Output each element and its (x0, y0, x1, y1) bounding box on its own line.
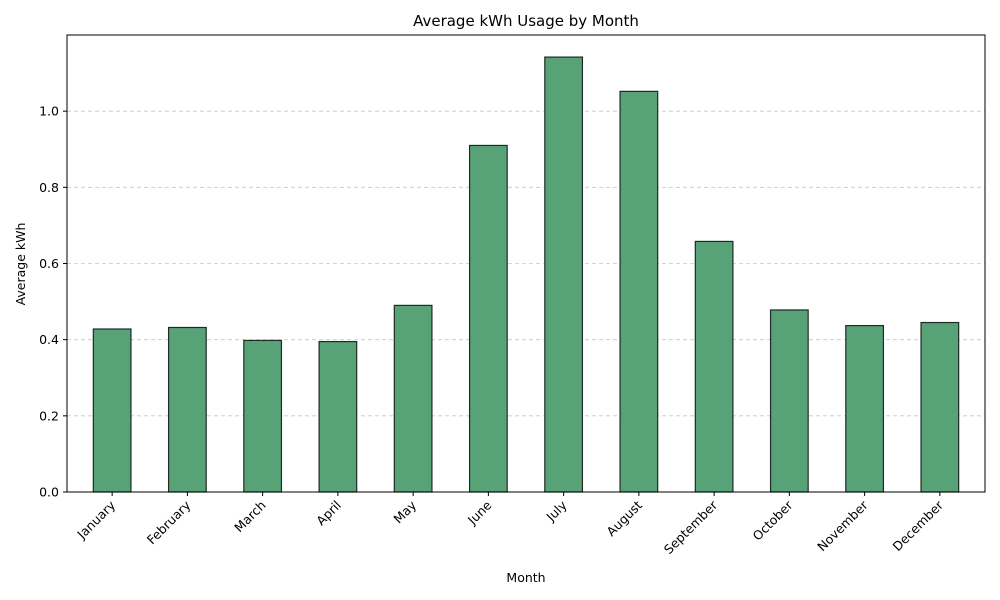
y-tick-label: 0.2 (39, 408, 59, 423)
x-tick-label-january: January (73, 497, 118, 542)
bar-april (319, 342, 357, 492)
x-tick-label-june: June (464, 497, 495, 528)
x-tick-label-october: October (749, 497, 796, 544)
y-axis: 0.0 0.2 0.4 0.6 0.8 1.0 (39, 104, 67, 500)
x-tick-label-july: July (543, 497, 571, 525)
x-tick-label-december: December (890, 497, 947, 554)
x-tick-label-september: September (661, 497, 721, 557)
y-axis-label: Average kWh (13, 223, 28, 306)
bar-august (620, 91, 658, 492)
bar-layer (93, 57, 958, 492)
bar-june (470, 145, 508, 492)
bar-january (93, 329, 131, 492)
x-tick-label-august: August (603, 497, 645, 539)
bar-february (169, 327, 207, 492)
y-tick-label: 0.6 (39, 256, 59, 271)
bar-july (545, 57, 583, 492)
bar-september (695, 241, 733, 492)
x-tick-label-april: April (313, 498, 344, 529)
x-tick-label-march: March (231, 498, 269, 536)
y-tick-label: 0.4 (39, 332, 59, 347)
x-axis-label: Month (506, 570, 545, 585)
y-tick-label: 0.0 (39, 485, 59, 500)
bar-november (846, 326, 884, 492)
x-axis: January February March April May June July Augu… (73, 492, 946, 557)
x-tick-label-may: May (390, 497, 419, 526)
chart-title: Average kWh Usage by Month (413, 12, 639, 30)
bar-may (394, 305, 432, 492)
y-tick-label: 1.0 (39, 104, 59, 119)
x-tick-label-february: February (144, 497, 194, 547)
bar-december (921, 323, 959, 492)
y-tick-label: 0.8 (39, 180, 59, 195)
x-tick-label-november: November (814, 497, 871, 554)
bar-october (771, 310, 809, 492)
bar-march (244, 340, 282, 492)
